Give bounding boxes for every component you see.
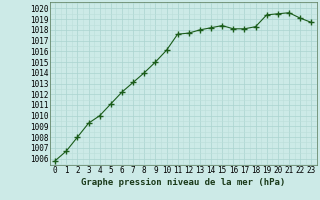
X-axis label: Graphe pression niveau de la mer (hPa): Graphe pression niveau de la mer (hPa) [81, 178, 285, 187]
